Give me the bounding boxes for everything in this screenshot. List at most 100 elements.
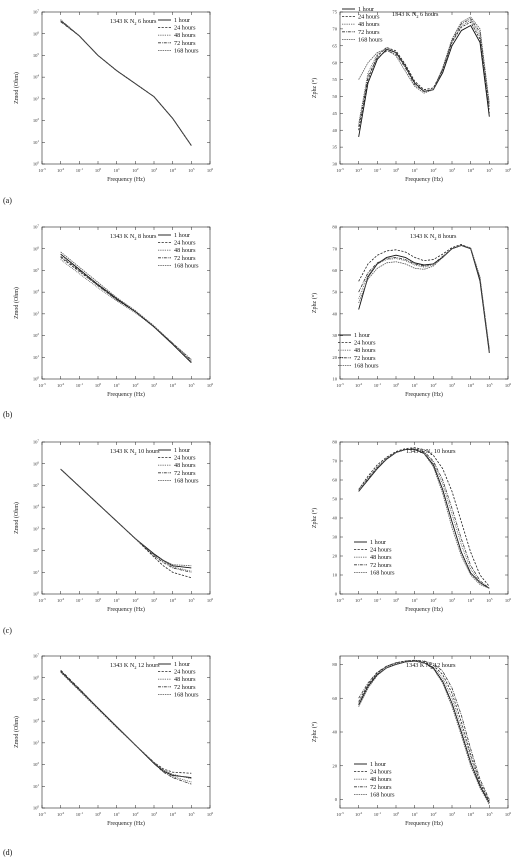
chart-b-zmod: 10-3 10-2 10-1 100 101 102 103 104 105 106 100 101 1… <box>13 224 214 398</box>
series-line-2 <box>358 659 490 802</box>
y-tick-label: 101 <box>33 569 40 575</box>
y-tick-label: 30 <box>332 535 337 540</box>
y-tick-label: 45 <box>332 111 337 116</box>
legend-label-2: 24 hours <box>174 240 196 247</box>
chart-d-zmod: 10-3 10-2 10-1 100 101 102 103 104 105 106 100 101 1… <box>13 653 214 827</box>
y-tick-label: 70 <box>332 26 337 31</box>
x-tick-label: 10-3 <box>336 597 344 603</box>
x-tick-label: 10-3 <box>38 167 46 173</box>
y-tick-label: 100 <box>33 805 40 811</box>
legend-label-4: 72 hours <box>358 29 380 36</box>
x-tick-label: 10-1 <box>374 382 382 388</box>
y-axis-label: Zmod (Ohm) <box>13 502 20 534</box>
series-line-3 <box>358 660 490 804</box>
y-tick-label: 105 <box>33 696 40 702</box>
y-tick-label: 106 <box>33 245 40 251</box>
x-tick-label: 102 <box>430 597 437 603</box>
y-tick-label: 65 <box>332 43 337 48</box>
series-line-4 <box>358 659 490 800</box>
x-tick-label: 104 <box>468 811 475 817</box>
legend-label-3: 48 hours <box>174 462 196 469</box>
y-tick-label: 80 <box>332 225 337 230</box>
x-tick-label: 106 <box>207 811 214 817</box>
y-tick-label: 70 <box>332 246 337 251</box>
x-tick-label: 103 <box>151 382 158 388</box>
series-line-4 <box>358 448 490 589</box>
x-tick-label: 10-3 <box>336 382 344 388</box>
series-line-3 <box>358 449 490 589</box>
x-tick-label: 105 <box>486 811 493 817</box>
legend-label-1: 1 hour <box>174 661 190 668</box>
legend-label-3: 48 hours <box>354 347 376 354</box>
y-tick-label: 102 <box>33 547 40 553</box>
x-tick-label: 106 <box>207 597 214 603</box>
legend-label-5: 168 hours <box>370 791 395 798</box>
x-tick-label: 10-3 <box>38 597 46 603</box>
y-tick-label: 103 <box>33 310 40 316</box>
y-tick-label: 105 <box>33 52 40 58</box>
x-tick-label: 10-1 <box>374 167 382 173</box>
y-tick-label: 60 <box>332 696 337 701</box>
y-tick-label: 55 <box>332 77 337 82</box>
y-tick-label: 107 <box>33 9 40 15</box>
chart-title: 1343 K N2 12 hours <box>110 662 160 670</box>
x-tick-label: 106 <box>505 382 512 388</box>
legend-label-4: 72 hours <box>370 562 392 569</box>
legend-label-5: 168 hours <box>174 477 199 484</box>
x-tick-label: 10-1 <box>76 811 84 817</box>
y-tick-label: 102 <box>33 761 40 767</box>
x-tick-label: 105 <box>188 597 195 603</box>
series-line-5 <box>358 660 490 805</box>
legend-label-4: 72 hours <box>174 470 196 477</box>
plot-frame <box>41 441 211 595</box>
x-tick-label: 101 <box>412 382 419 388</box>
legend-label-2: 24 hours <box>174 25 196 32</box>
y-tick-label: 60 <box>332 60 337 65</box>
x-tick-label: 10-3 <box>336 167 344 173</box>
x-tick-label: 10-2 <box>355 167 363 173</box>
series-line-5 <box>60 251 192 360</box>
x-tick-label: 10-2 <box>355 382 363 388</box>
x-tick-label: 102 <box>430 811 437 817</box>
chart-title: 1343 K N2 6 hours <box>392 11 439 19</box>
x-tick-label: 102 <box>430 382 437 388</box>
legend-label-1: 1 hour <box>358 6 374 13</box>
legend-label-3: 48 hours <box>370 776 392 783</box>
y-axis-label: Zphz (°) <box>311 508 318 528</box>
y-tick-label: 10 <box>332 573 337 578</box>
y-tick-label: 40 <box>332 730 337 735</box>
chart-b-zphz: 10-3 10-2 10-1 100 101 102 103 104 105 106 10 20 30 4… <box>311 225 512 398</box>
chart-c-zmod: 10-3 10-2 10-1 100 101 102 103 104 105 106 100 101 1… <box>13 439 214 613</box>
x-tick-label: 103 <box>151 597 158 603</box>
x-tick-label: 10-1 <box>374 811 382 817</box>
x-tick-label: 103 <box>151 811 158 817</box>
x-tick-label: 10-1 <box>76 382 84 388</box>
x-tick-label: 10-2 <box>57 811 65 817</box>
y-tick-label: 106 <box>33 674 40 680</box>
x-tick-label: 10-2 <box>57 167 65 173</box>
plot-frame <box>41 655 211 809</box>
x-tick-label: 103 <box>449 597 456 603</box>
y-tick-label: 100 <box>33 161 40 167</box>
y-tick-label: 103 <box>33 525 40 531</box>
legend-label-3: 48 hours <box>174 676 196 683</box>
legend-label-4: 72 hours <box>174 40 196 47</box>
y-axis-label: Zphz (°) <box>311 293 318 313</box>
plot-frame <box>41 226 211 380</box>
y-tick-label: 30 <box>332 162 337 167</box>
x-tick-label: 104 <box>170 167 177 173</box>
panel-label: (a) <box>3 196 12 205</box>
y-tick-label: 70 <box>332 459 337 464</box>
y-tick-label: 0 <box>335 592 338 597</box>
panel-label: (b) <box>3 410 13 419</box>
legend-label-5: 168 hours <box>174 262 199 269</box>
x-tick-label: 106 <box>207 167 214 173</box>
legend-label-1: 1 hour <box>370 539 386 546</box>
chart-title: 1343 K N2 6 hours <box>110 18 157 26</box>
x-tick-label: 10-2 <box>57 382 65 388</box>
y-tick-label: 40 <box>332 128 337 133</box>
x-tick-label: 105 <box>188 167 195 173</box>
